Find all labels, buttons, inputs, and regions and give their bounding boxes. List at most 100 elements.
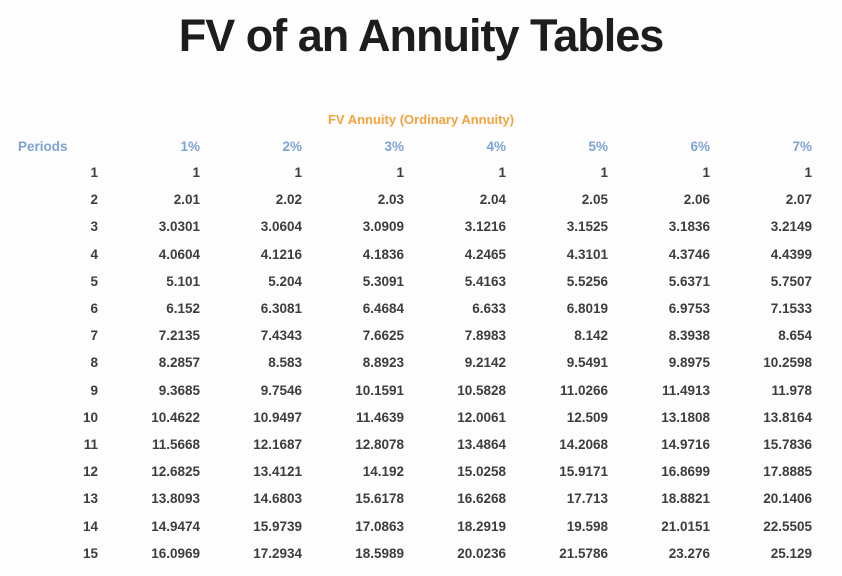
fv-factor-cell: 3.1216 [464,219,506,235]
fv-factor-cell: 8.2857 [158,355,200,371]
fv-factor-cell: 6.8019 [566,301,608,317]
fv-factor-cell: 11.978 [771,382,812,398]
fv-factor-cell: 15.9171 [559,464,608,480]
fv-factor-cell: 3.1525 [566,219,608,235]
fv-factor-cell: 7.2135 [158,328,200,344]
fv-factor-cell: 20.0236 [457,545,506,561]
table-body: 1 1 1 1 1 1 1 1 2 2.01 2.02 2.03 2.04 2.05 2.06 2.07 3 3.… [0,159,812,567]
period-cell: 1 [90,165,98,181]
fv-factor-cell: 18.2919 [457,518,506,534]
fv-factor-cell: 3.1836 [668,219,710,235]
fv-factor-cell: 2.01 [173,192,200,208]
table-row: 5 5.101 5.204 5.3091 5.4163 5.5256 5.6371 5.750… [0,268,812,295]
table-row: 15 16.0969 17.2934 18.5989 20.0236 21.5786 23.… [0,540,812,567]
fv-factor-cell: 3.2149 [770,219,812,235]
fv-factor-cell: 18.8821 [661,491,710,507]
fv-factor-cell: 13.1808 [661,409,710,425]
fv-factor-cell: 3.0909 [362,219,404,235]
fv-factor-cell: 17.0863 [355,518,404,534]
rate-column-header: 7% [792,138,812,154]
fv-factor-cell: 1 [396,165,404,181]
fv-factor-cell: 16.6268 [457,491,506,507]
period-cell: 14 [82,518,98,534]
fv-factor-cell: 20.1406 [763,491,812,507]
rate-column-header: 1% [180,138,200,154]
fv-factor-cell: 1 [702,165,710,181]
fv-factor-cell: 7.4343 [260,328,302,344]
period-cell: 9 [90,382,98,398]
table-header-row: Periods 1% 2% 3% 4% 5% 6% 7% [0,133,812,159]
table-row: 1 1 1 1 1 1 1 1 [0,159,812,186]
fv-factor-cell: 4.4399 [770,246,812,262]
fv-factor-cell: 8.8923 [362,355,404,371]
fv-factor-cell: 10.2598 [763,355,812,371]
fv-factor-cell: 6.3081 [260,301,302,317]
table-subtitle: FV Annuity (Ordinary Annuity) [327,112,515,127]
table-row: 13 13.8093 14.6803 15.6178 16.6268 17.713 18.8… [0,485,812,512]
fv-factor-cell: 12.8078 [355,436,404,452]
fv-factor-cell: 9.7546 [260,382,302,398]
fv-factor-cell: 1 [600,165,608,181]
periods-column-header: Periods [18,138,68,154]
rate-column-header: 5% [588,138,608,154]
fv-factor-cell: 7.6625 [362,328,404,344]
fv-factor-cell: 8.654 [778,328,812,344]
fv-factor-cell: 21.5786 [559,545,608,561]
period-cell: 11 [83,436,98,452]
fv-factor-cell: 22.5505 [763,518,812,534]
fv-factor-cell: 13.8093 [151,491,200,507]
period-cell: 8 [90,355,98,371]
fv-factor-cell: 23.276 [668,545,710,561]
fv-factor-cell: 5.3091 [362,273,404,289]
fv-factor-cell: 4.2465 [464,246,506,262]
fv-factor-cell: 25.129 [770,545,812,561]
rate-column-header: 6% [690,138,710,154]
period-cell: 15 [82,545,98,561]
period-cell: 3 [90,219,98,235]
table-row: 9 9.3685 9.7546 10.1591 10.5828 11.0266 11.491… [0,377,812,404]
fv-factor-cell: 5.101 [166,273,200,289]
fv-factor-cell: 8.3938 [668,328,710,344]
fv-factor-cell: 3.0301 [158,219,200,235]
fv-factor-cell: 12.6825 [151,464,200,480]
fv-factor-cell: 2.05 [581,192,608,208]
fv-factor-cell: 19.598 [566,518,608,534]
table-row: 7 7.2135 7.4343 7.6625 7.8983 8.142 8.3938 8.65… [0,322,812,349]
table-row: 6 6.152 6.3081 6.4684 6.633 6.8019 6.9753 7.153… [0,295,812,322]
fv-factor-cell: 5.7507 [770,273,812,289]
fv-factor-cell: 15.6178 [355,491,404,507]
fv-factor-cell: 5.5256 [566,273,608,289]
fv-factor-cell: 8.583 [268,355,302,371]
period-cell: 10 [82,409,98,425]
fv-factor-cell: 3.0604 [260,219,302,235]
rate-column-header: 4% [486,138,506,154]
fv-factor-cell: 1 [294,165,302,181]
fv-factor-cell: 14.9474 [151,518,200,534]
rate-column-header: 3% [384,138,404,154]
fv-factor-cell: 13.8164 [763,409,812,425]
fv-factor-cell: 9.2142 [464,355,506,371]
fv-factor-cell: 11.0266 [559,382,608,398]
fv-factor-cell: 5.204 [268,273,302,289]
fv-factor-cell: 9.5491 [566,355,608,371]
fv-factor-cell: 10.1591 [355,382,404,398]
fv-factor-cell: 17.2934 [253,545,302,561]
fv-factor-cell: 4.3101 [566,246,608,262]
fv-factor-cell: 2.07 [785,192,812,208]
period-cell: 2 [90,192,98,208]
fv-factor-cell: 6.633 [472,301,506,317]
fv-factor-cell: 11.4913 [661,382,710,398]
fv-factor-cell: 6.152 [166,301,200,317]
fv-factor-cell: 5.6371 [668,273,710,289]
fv-factor-cell: 7.1533 [770,301,812,317]
fv-factor-cell: 2.06 [683,192,710,208]
table-row: 11 11.5668 12.1687 12.8078 13.4864 14.2068 14.… [0,431,812,458]
fv-factor-cell: 8.142 [574,328,608,344]
rate-column-header: 2% [282,138,302,154]
fv-factor-cell: 9.8975 [668,355,710,371]
period-cell: 7 [90,328,98,344]
page-title: FV of an Annuity Tables [178,10,665,61]
period-cell: 5 [90,273,98,289]
fv-factor-cell: 13.4864 [457,436,506,452]
fv-factor-cell: 16.8699 [661,464,710,480]
